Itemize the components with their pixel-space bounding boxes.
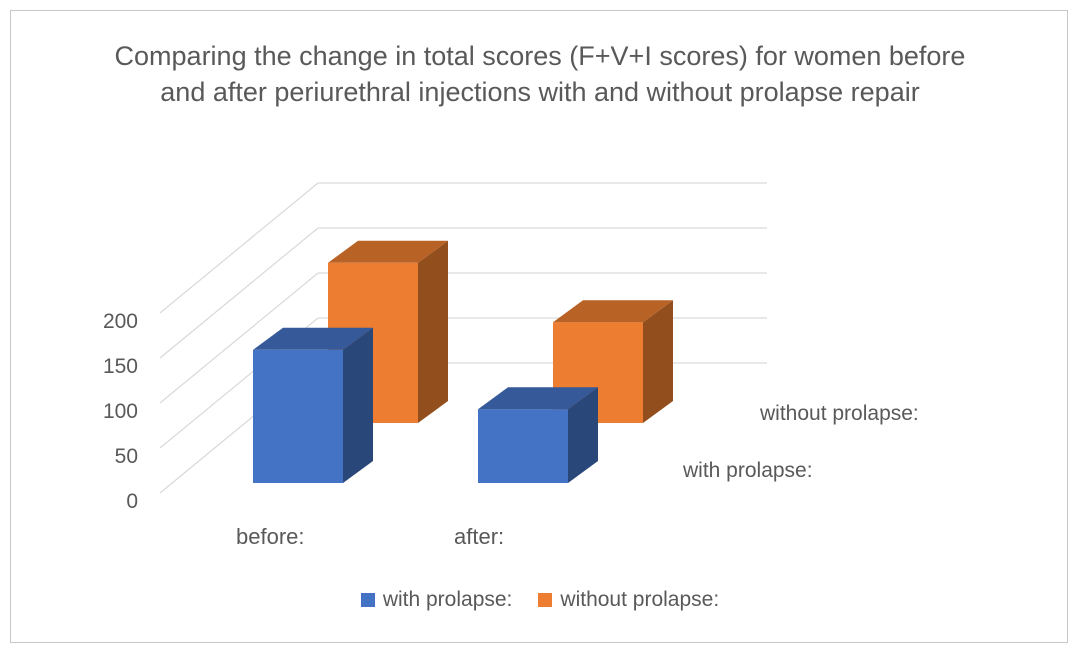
x-category-label: after:: [454, 524, 504, 549]
legend-label-with-prolapse: with prolapse:: [382, 588, 513, 611]
gridline-side: [159, 182, 319, 314]
depth-axis-label: without prolapse:: [759, 402, 919, 425]
chart-title: Comparing the change in total scores (F+…: [114, 41, 966, 107]
x-category-label: before:: [236, 524, 305, 549]
bar-with-prolapse-1: [478, 387, 598, 483]
chart-frame: [10, 10, 1068, 643]
legend: with prolapse: without prolapse:: [0, 588, 1080, 612]
y-tick-label: 100: [103, 400, 138, 423]
y-tick-label: 200: [103, 310, 138, 333]
bar-with-prolapse-0: [253, 327, 373, 483]
y-tick-label: 0: [126, 490, 138, 513]
depth-axis-labels: with prolapse: without prolapse:: [682, 402, 919, 482]
gridline-side: [159, 272, 319, 404]
legend-item-without-prolapse: without prolapse:: [538, 588, 719, 612]
gridline-side: [159, 227, 319, 359]
gridlines: [159, 182, 767, 494]
legend-swatch-without-prolapse: [538, 593, 553, 607]
legend-swatch-with-prolapse: [360, 593, 375, 607]
y-axis-ticks: 0 50 100 150 200: [103, 310, 138, 513]
x-axis-categories: before: after:: [236, 524, 504, 549]
legend-item-with-prolapse: with prolapse:: [360, 588, 513, 612]
y-tick-label: 150: [103, 355, 138, 378]
bars: [253, 240, 673, 483]
y-tick-label: 50: [115, 445, 138, 468]
depth-axis-label: with prolapse:: [682, 459, 813, 482]
legend-label-without-prolapse: without prolapse:: [560, 588, 720, 611]
